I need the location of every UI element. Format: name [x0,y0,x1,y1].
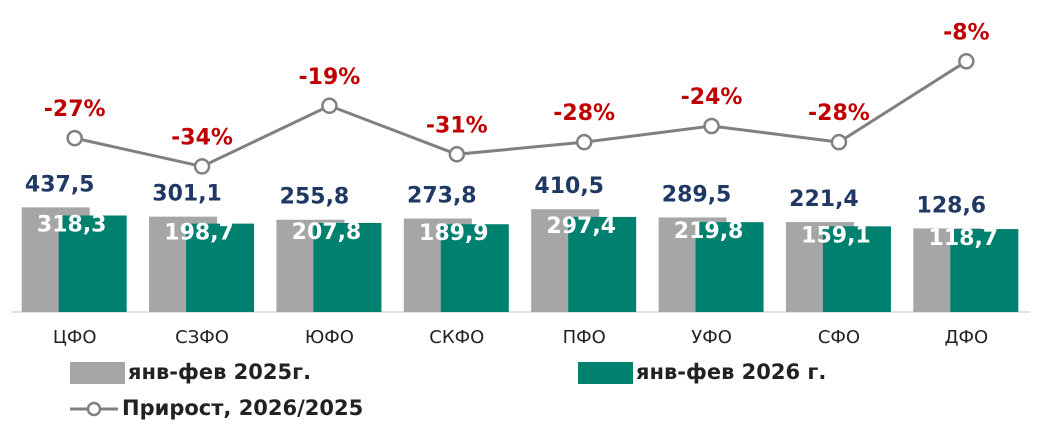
bar-label: 318,3 [37,212,107,237]
growth-label: -31% [426,113,488,138]
legend-swatch [70,362,125,384]
legend-label: янв-фев 2025г. [128,360,311,384]
legend-marker [86,401,102,417]
bar-label: 437,5 [25,172,95,197]
growth-point [830,133,848,151]
bar-label: 219,8 [674,219,744,244]
bar-label: 297,4 [546,214,616,239]
bar-label: 289,5 [662,182,732,207]
growth-label: -8% [943,20,989,45]
x-tick-label: СКФО [429,327,484,348]
bar-label: 221,4 [789,187,859,212]
x-tick-label: ЮФО [305,327,354,348]
bar-label: 118,7 [929,226,999,251]
bar [695,222,764,312]
legend-label: янв-фев 2026 г. [636,360,826,384]
growth-point [958,53,975,70]
bar [568,216,637,312]
bar [822,226,891,312]
x-tick-label: СФО [818,327,860,348]
bar [186,223,255,312]
growth-label: -27% [44,97,106,122]
bar-label: 128,6 [917,193,987,218]
growth-point [66,129,83,147]
bar-label: 198,7 [164,221,234,246]
growth-point [703,117,720,135]
bar-label: 189,9 [419,221,489,246]
growth-line [74,60,968,169]
bar [313,223,382,312]
bar-label: 255,8 [280,185,350,210]
growth-label: -28% [808,101,870,126]
growth-point [448,146,466,163]
bar-label: 207,8 [292,220,362,245]
legend-swatch [578,362,633,384]
bar-label: 159,1 [801,223,871,248]
bar [58,215,127,312]
bar-label: 273,8 [407,184,477,209]
x-tick-label: СЗФО [175,327,229,348]
growth-point [321,97,338,115]
bar [950,229,1019,312]
growth-label: -19% [299,65,361,90]
x-tick-label: УФО [691,327,732,348]
x-tick-label: ЦФО [53,327,97,348]
x-tick-label: ПФО [563,327,606,348]
bar-label: 301,1 [152,182,222,207]
growth-point [575,133,593,151]
growth-point [193,158,211,175]
x-tick-label: ДФО [944,327,988,348]
bar [440,224,509,312]
bar-label: 410,5 [534,174,604,199]
growth-label: -24% [681,85,743,110]
growth-label: -34% [171,125,233,150]
legend-label: Прирост, 2026/2025 [122,396,363,420]
growth-label: -28% [553,101,615,126]
